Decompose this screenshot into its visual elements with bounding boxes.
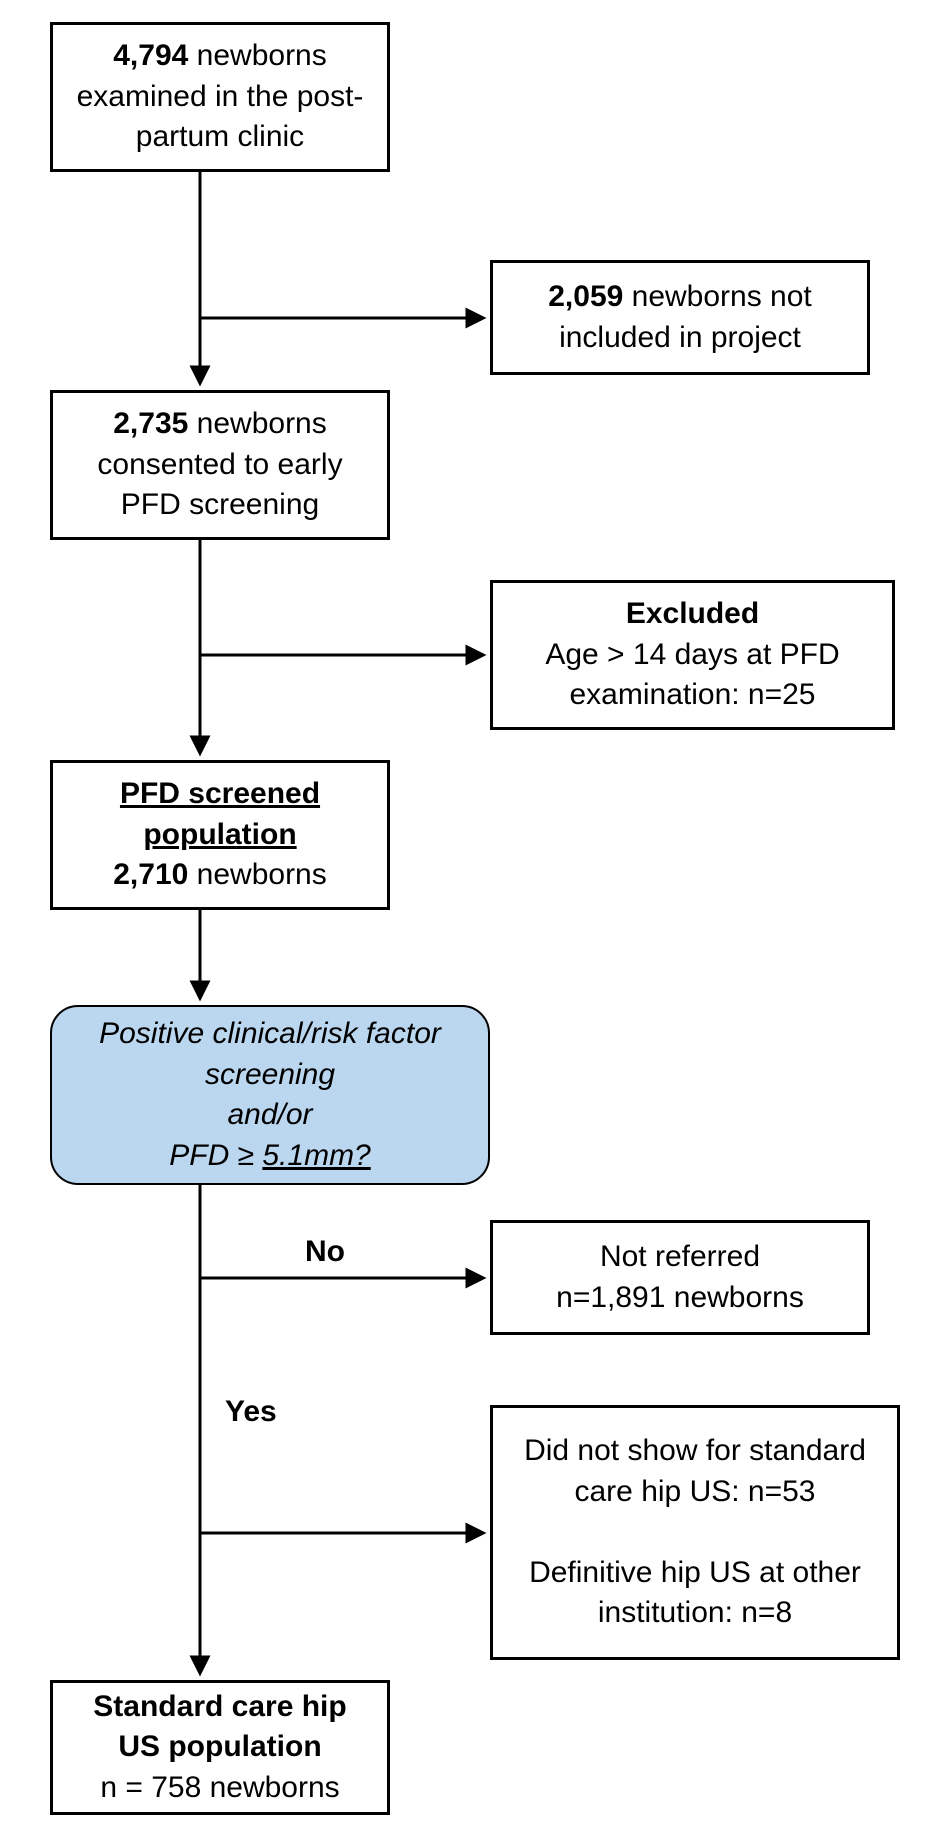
box-not-referred-text: Not referred n=1,891 newborns — [556, 1237, 804, 1318]
box-screened-pop: PFD screened population 2,710 newborns — [50, 760, 390, 910]
decision-text: Positive clinical/risk factor screening … — [70, 1014, 470, 1176]
t1-standard: Standard care hip US population — [93, 1690, 346, 1764]
title-excluded: Excluded — [626, 597, 759, 630]
title-screened: PFD screened population — [120, 777, 320, 851]
box-examined-text: 4,794 newborns examined in the post-part… — [69, 36, 371, 158]
box-excluded-text: Excluded Age > 14 days at PFD examinatio… — [509, 594, 876, 716]
label-no: No — [305, 1235, 345, 1269]
t1-examined: newborns — [188, 39, 326, 72]
n-screened: 2,710 — [113, 858, 188, 891]
n-standard: n = 758 newborns — [100, 1771, 339, 1804]
t-excluded: Age > 14 days at PFD examination: n=25 — [545, 638, 839, 712]
box-consented: 2,735 newborns consented to early PFD sc… — [50, 390, 390, 540]
box-consented-text: 2,735 newborns consented to early PFD sc… — [69, 404, 371, 526]
t2-examined: examined in the post-partum clinic — [77, 80, 364, 154]
box-standard-text: Standard care hip US population n = 758 … — [69, 1687, 371, 1809]
box-standard-care: Standard care hip US population n = 758 … — [50, 1680, 390, 1815]
box-not-referred: Not referred n=1,891 newborns — [490, 1220, 870, 1335]
n-consented: 2,735 — [113, 407, 188, 440]
decision-screening: Positive clinical/risk factor screening … — [50, 1005, 490, 1185]
dec-v: 5.1mm? — [262, 1139, 370, 1172]
box-screened-text: PFD screened population 2,710 newborns — [69, 774, 371, 896]
dec-t1: Positive clinical/risk factor screening — [99, 1017, 441, 1091]
n-not-referred: n=1,891 newborns — [556, 1281, 804, 1314]
box-dropout: Did not show for standard care hip US: n… — [490, 1405, 900, 1660]
box-examined: 4,794 newborns examined in the post-part… — [50, 22, 390, 172]
label-yes: Yes — [225, 1395, 277, 1429]
t-screened: newborns — [188, 858, 326, 891]
t1-dropout: Did not show for standard care hip US: n… — [524, 1434, 866, 1508]
box-not-included: 2,059 newborns not included in project — [490, 260, 870, 375]
box-excluded: Excluded Age > 14 days at PFD examinatio… — [490, 580, 895, 730]
box-dropout-text: Did not show for standard care hip US: n… — [509, 1431, 881, 1634]
dec-t3: PFD ≥ — [169, 1139, 262, 1172]
box-not-included-text: 2,059 newborns not included in project — [509, 277, 851, 358]
t2-dropout: Definitive hip US at other institution: … — [529, 1556, 861, 1630]
n-examined: 4,794 — [113, 39, 188, 72]
t1-consented: newborns — [188, 407, 326, 440]
t-not-referred: Not referred — [600, 1240, 760, 1273]
t2-consented: consented to early PFD screening — [97, 448, 342, 522]
dec-t2: and/or — [227, 1098, 312, 1131]
n-not-included: 2,059 — [548, 280, 623, 313]
